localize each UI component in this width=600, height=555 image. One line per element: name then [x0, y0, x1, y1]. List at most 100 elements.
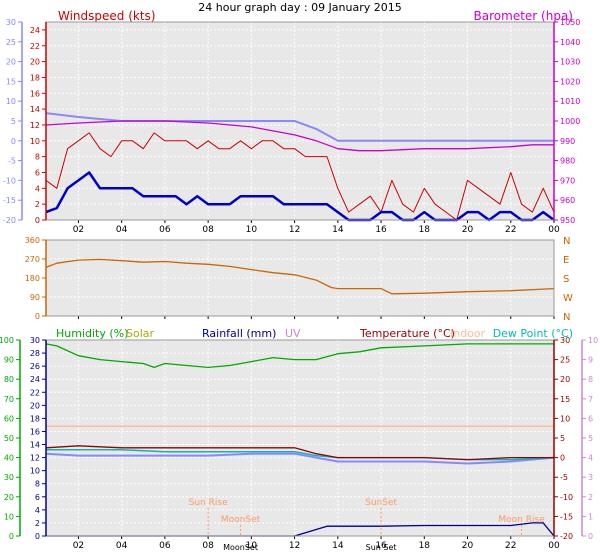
- temp-far-left-tick-label: -5: [8, 157, 16, 166]
- uv-tick-label: 1: [588, 512, 593, 521]
- panel-2-series: [45, 258, 555, 295]
- rainfall-tick-label: 30: [30, 336, 40, 345]
- uv-tick-label: 8: [588, 375, 593, 384]
- direction-tick-label: 180: [25, 274, 40, 283]
- x-tick-label: 02: [73, 225, 84, 235]
- rainfall-series: [46, 522, 555, 537]
- rainfall-tick-label: 18: [30, 414, 40, 423]
- windspeed-tick-label: 4: [35, 184, 40, 193]
- barometer-label: Barometer (hpa): [474, 9, 573, 23]
- compass-tick-label: N: [563, 312, 570, 323]
- windspeed-tick-label: 20: [30, 58, 40, 67]
- windspeed-tick-label: 2: [35, 200, 40, 209]
- barometer-tick-label: 1010: [560, 97, 580, 106]
- x-tick-label: 10: [246, 225, 258, 235]
- panel-3-axes: 02 04 06 08 10 12 14 16 18 20 22 000102030405060708…: [0, 336, 598, 551]
- temp-far-left-tick-label: 10: [6, 97, 16, 106]
- windspeed-tick-label: 0: [35, 216, 40, 225]
- compass-tick-label: W: [563, 293, 573, 304]
- rainfall-tick-label: 12: [30, 454, 40, 463]
- uv-tick-label: 4: [588, 454, 593, 463]
- x-tick-label: 20: [462, 541, 474, 551]
- temperature-tick-label: 15: [560, 395, 570, 404]
- compass-tick-label: N: [563, 236, 570, 247]
- wind-gust-series: [45, 132, 555, 221]
- x-tick-label: 12: [289, 541, 300, 551]
- windspeed-tick-label: 24: [30, 26, 40, 35]
- panel-3-series: [45, 343, 555, 537]
- barometer-tick-label: 1000: [560, 117, 580, 126]
- temperature-tick-label: -20: [560, 532, 573, 541]
- bottom-event-label: MoonSet: [223, 543, 258, 552]
- uv-label: UV: [285, 327, 301, 340]
- humidity-tick-label: 80: [4, 375, 14, 384]
- x-tick-label: 16: [375, 225, 387, 235]
- temperature-tick-label: 0: [560, 454, 565, 463]
- compass-tick-label: E: [563, 255, 569, 266]
- barometer-tick-label: 1030: [560, 58, 580, 67]
- humidity-series: [45, 343, 554, 369]
- barometer-tick-label: 950: [560, 216, 575, 225]
- uv-tick-label: 7: [588, 395, 593, 404]
- rainfall-label: Rainfall (mm): [202, 327, 276, 340]
- windspeed-tick-label: 22: [30, 42, 40, 51]
- humidity-tick-label: 40: [4, 454, 14, 463]
- uv-tick-label: 6: [588, 414, 593, 423]
- humidity-label: Humidity (%): [56, 327, 128, 340]
- barometer-tick-label: 980: [560, 157, 575, 166]
- rainfall-tick-label: 24: [30, 375, 40, 384]
- barometer-tick-label: 1040: [560, 38, 580, 47]
- humidity-tick-label: 0: [9, 532, 14, 541]
- panel-3-bg: [46, 340, 554, 536]
- temperature-tick-label: 30: [560, 336, 570, 345]
- rainfall-tick-label: 22: [30, 388, 40, 397]
- temperature-tick-label: -10: [560, 493, 573, 502]
- rainfall-tick-label: 20: [30, 401, 40, 410]
- rainfall-tick-label: 6: [35, 493, 40, 502]
- rainfall-tick-label: 0: [35, 532, 40, 541]
- x-tick-label: 08: [202, 225, 214, 235]
- temp-far-left-tick-label: 5: [11, 117, 16, 126]
- x-tick-label: 14: [332, 225, 344, 235]
- windspeed-tick-label: 6: [35, 168, 40, 177]
- barometer-tick-label: 990: [560, 137, 575, 146]
- windspeed-tick-label: 12: [30, 121, 40, 130]
- x-tick-label: 02: [73, 541, 84, 551]
- windspeed-tick-label: 10: [30, 137, 40, 146]
- direction-series: [45, 258, 555, 295]
- direction-tick-label: 90: [30, 293, 40, 302]
- x-tick-label: 04: [116, 225, 128, 235]
- x-tick-label: 20: [462, 225, 474, 235]
- humidity-tick-label: 90: [4, 356, 14, 365]
- barometer-tick-label: 1020: [560, 77, 580, 86]
- rainfall-tick-label: 14: [30, 441, 40, 450]
- temp-far-left-tick-label: -10: [3, 176, 16, 185]
- direction-tick-label: 0: [35, 312, 40, 321]
- x-tick-label: 14: [332, 541, 344, 551]
- rainfall-tick-label: 4: [35, 506, 40, 515]
- bottom-event-label: Sun Set: [366, 543, 397, 552]
- windspeed-tick-label: 18: [30, 73, 40, 82]
- rainfall-tick-label: 26: [30, 362, 40, 371]
- uv-tick-label: 3: [588, 473, 593, 482]
- uv-tick-label: 5: [588, 434, 593, 443]
- barometer-tick-label: 1050: [560, 18, 580, 27]
- rainfall-tick-label: 16: [30, 427, 40, 436]
- x-tick-label: 18: [419, 225, 431, 235]
- humidity-tick-label: 100: [0, 336, 14, 345]
- humidity-tick-label: 10: [4, 512, 14, 521]
- barometer-tick-label: 960: [560, 196, 575, 205]
- x-tick-label: 16: [375, 541, 387, 551]
- solar-label: Solar: [126, 327, 155, 340]
- temp-far-left-tick-label: 0: [11, 137, 16, 146]
- rainfall-tick-label: 10: [30, 467, 40, 476]
- annotation-label: SunSet: [365, 498, 397, 508]
- temp-far-left-tick-label: 20: [6, 58, 16, 67]
- temperature-series: [45, 445, 554, 461]
- uv-tick-label: 2: [588, 493, 593, 502]
- rainfall-tick-label: 2: [35, 519, 40, 528]
- temperature-tick-label: 20: [560, 375, 570, 384]
- dewpoint-label: Dew Point (°C): [493, 327, 573, 340]
